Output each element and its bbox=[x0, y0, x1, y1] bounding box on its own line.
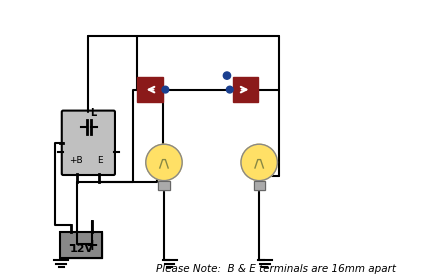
Text: 12V: 12V bbox=[69, 244, 93, 254]
Text: -: - bbox=[68, 237, 74, 253]
Circle shape bbox=[145, 144, 182, 181]
Circle shape bbox=[161, 86, 168, 93]
Bar bbox=[158, 181, 169, 190]
Text: Please Note:  B & E terminals are 16mm apart: Please Note: B & E terminals are 16mm ap… bbox=[155, 264, 394, 274]
Circle shape bbox=[223, 72, 230, 79]
Text: L: L bbox=[90, 108, 97, 118]
Text: E: E bbox=[96, 156, 102, 165]
Bar bbox=[60, 232, 102, 258]
Circle shape bbox=[226, 86, 233, 93]
Bar bbox=[60, 232, 102, 258]
Bar bbox=[137, 77, 162, 102]
Text: +: + bbox=[85, 237, 98, 253]
FancyBboxPatch shape bbox=[62, 111, 115, 175]
Bar bbox=[253, 181, 264, 190]
Bar bbox=[253, 181, 264, 190]
Bar bbox=[232, 77, 257, 102]
Text: +B: +B bbox=[69, 156, 82, 165]
Bar bbox=[158, 181, 169, 190]
Circle shape bbox=[240, 144, 277, 181]
